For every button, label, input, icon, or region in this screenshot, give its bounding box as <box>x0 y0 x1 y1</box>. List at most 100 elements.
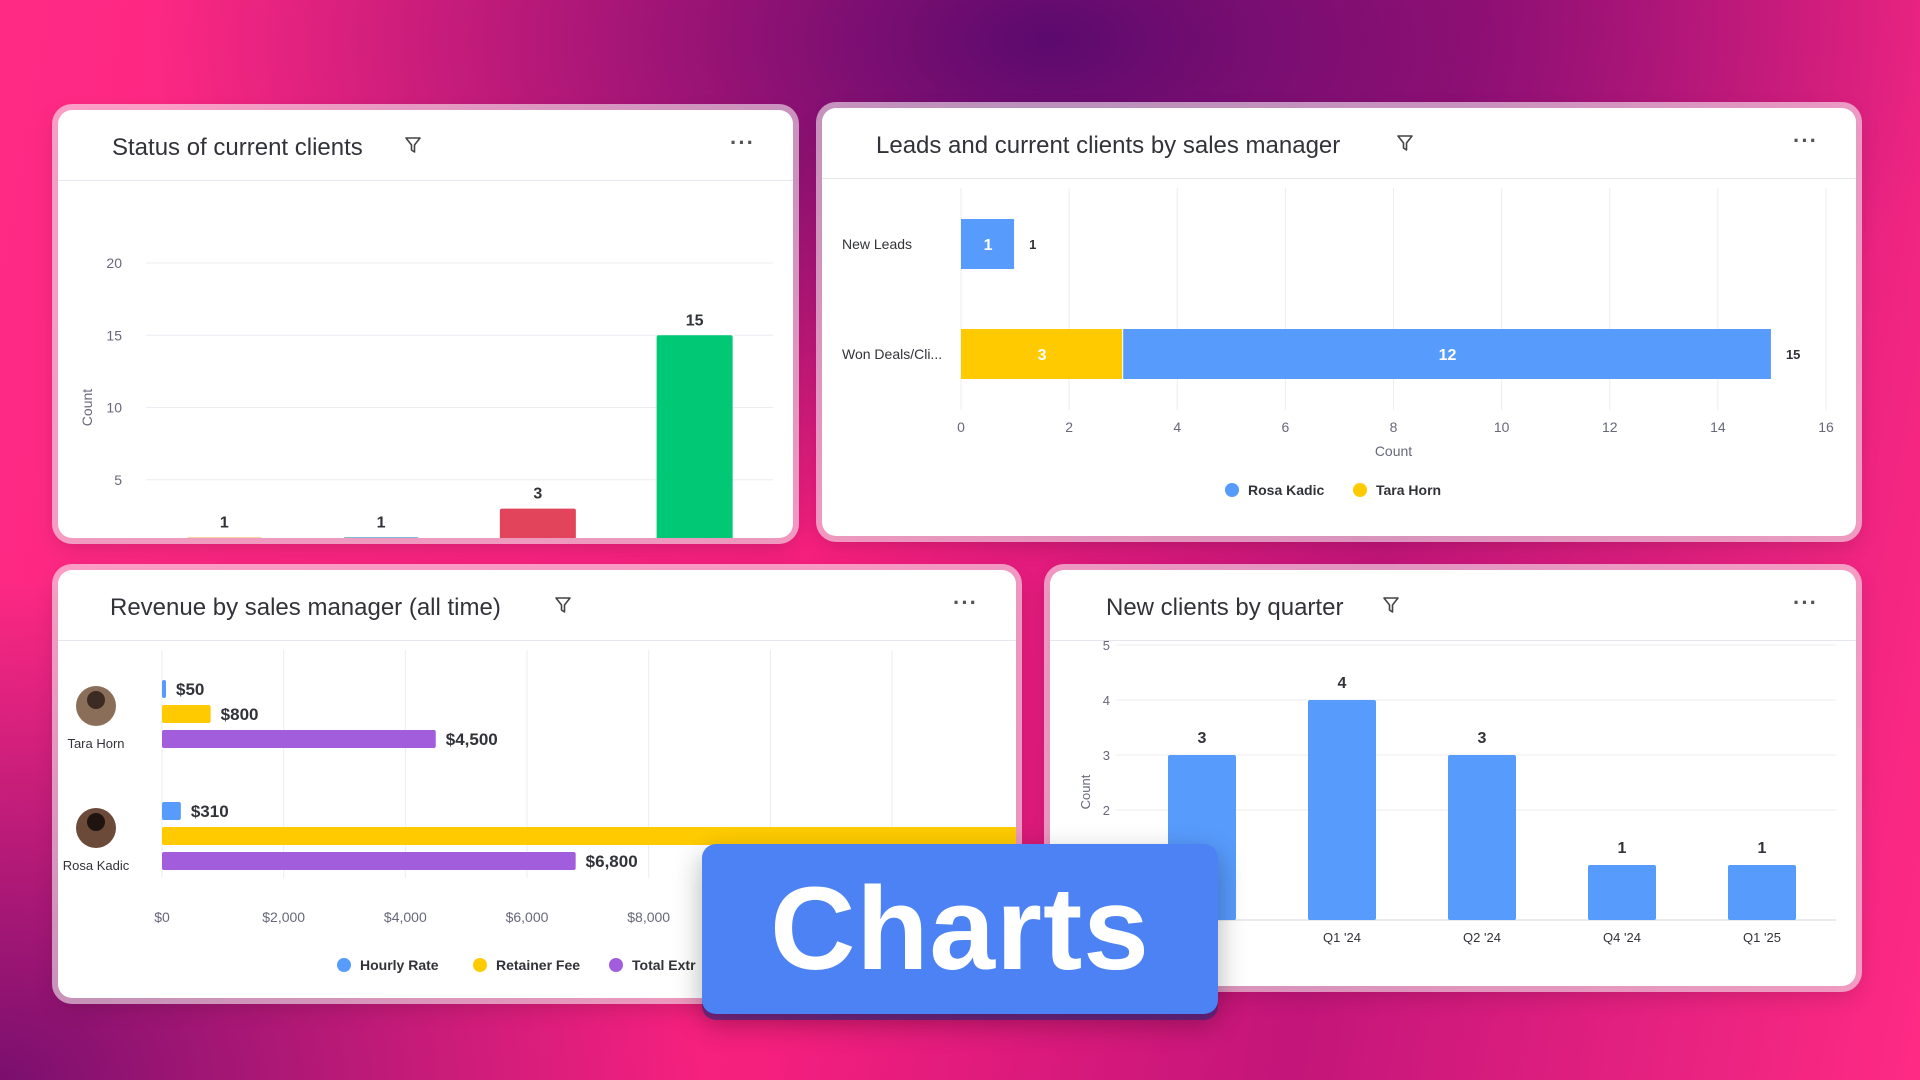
y-tick-label: 2 <box>1103 803 1110 818</box>
charts-overlay-banner: Charts <box>702 844 1218 1014</box>
data-label: 15 <box>686 312 704 329</box>
x-tick-label: 0 <box>957 419 965 435</box>
bar <box>162 827 1016 845</box>
card-status-of-current-clients: Status of current clients ··· 05101520Co… <box>58 110 793 538</box>
x-tick-label: Q1 '24 <box>1323 930 1361 945</box>
y-tick-label: 15 <box>106 327 122 343</box>
legend-swatch <box>473 958 487 972</box>
bar <box>162 852 576 870</box>
x-tick-label: 10 <box>1494 419 1510 435</box>
total-label: 1 <box>1029 237 1036 252</box>
filter-icon[interactable] <box>554 596 572 614</box>
legend-swatch <box>609 958 623 972</box>
legend-swatch <box>1225 483 1239 497</box>
x-tick-label: Q4 '24 <box>1603 930 1641 945</box>
x-tick-label: $2,000 <box>262 909 305 925</box>
bar-segment <box>1123 329 1771 379</box>
avatar-face <box>87 813 105 831</box>
revenue-grouped-bar-chart: $0$2,000$4,000$6,000$8,000$10,000$12,000… <box>63 650 1016 973</box>
x-tick-label: 16 <box>1818 419 1834 435</box>
data-label: $800 <box>221 705 259 724</box>
y-axis-label: Count <box>1078 774 1093 809</box>
x-tick-label: $6,000 <box>506 909 549 925</box>
filter-icon[interactable] <box>1382 596 1400 614</box>
bar <box>1308 700 1376 920</box>
more-options-icon[interactable]: ··· <box>1793 590 1818 615</box>
segment-label: 12 <box>1439 347 1457 364</box>
y-tick-label: 3 <box>1103 748 1110 763</box>
status-bar-chart: 05101520Count1Working on it 🙇1New Letter… <box>79 255 773 538</box>
data-label: 3 <box>1478 730 1487 747</box>
segment-label: 3 <box>1038 347 1047 364</box>
more-options-icon[interactable]: ··· <box>1793 128 1818 153</box>
manager-name: Tara Horn <box>67 736 124 751</box>
data-label: 3 <box>1198 730 1207 747</box>
x-tick-label: $0 <box>154 909 170 925</box>
y-tick-label: 5 <box>114 472 122 488</box>
more-options-icon[interactable]: ··· <box>730 130 755 155</box>
overlay-text: Charts <box>770 863 1150 995</box>
y-category-label: New Leads <box>842 236 912 252</box>
chart-title: New clients by quarter <box>1106 594 1344 621</box>
data-label: $4,500 <box>446 730 498 749</box>
legend-swatch <box>337 958 351 972</box>
x-tick-label: 12 <box>1602 419 1618 435</box>
filter-icon[interactable] <box>404 136 422 154</box>
y-tick-label: 20 <box>106 255 122 271</box>
data-label: 1 <box>377 515 386 532</box>
manager-name: Rosa Kadic <box>63 858 130 873</box>
y-tick-label: 4 <box>1103 693 1110 708</box>
legend-label: Retainer Fee <box>496 957 580 973</box>
bar <box>1728 865 1796 920</box>
card-header: Leads and current clients by sales manag… <box>822 108 1856 179</box>
bar <box>162 802 181 820</box>
card-header: New clients by quarter ··· <box>1050 570 1856 641</box>
bar <box>656 335 733 538</box>
chart-title: Revenue by sales manager (all time) <box>110 594 501 621</box>
x-tick-label: $4,000 <box>384 909 427 925</box>
y-tick-label: 5 <box>1103 640 1110 653</box>
legend-label: Tara Horn <box>1376 482 1441 498</box>
bar <box>1448 755 1516 920</box>
x-axis-label: Count <box>1375 443 1412 459</box>
x-tick-label: Q1 '25 <box>1743 930 1781 945</box>
data-label: $310 <box>191 802 229 821</box>
chart-title: Status of current clients <box>112 134 363 161</box>
legend-label: Rosa Kadic <box>1248 482 1324 498</box>
data-label: 4 <box>1338 675 1347 692</box>
x-tick-label: 2 <box>1065 419 1073 435</box>
card-leads-by-sales-manager: Leads and current clients by sales manag… <box>822 108 1856 536</box>
card-header: Revenue by sales manager (all time) ··· <box>58 570 1016 641</box>
bar <box>162 705 211 723</box>
bar <box>162 730 436 748</box>
data-label: 1 <box>1758 840 1767 857</box>
bar-segment <box>961 329 1123 379</box>
data-label: $6,800 <box>586 852 638 871</box>
leads-stacked-bar-chart: 0 2 4 6 8 10 12 14 16 Count New Leads 1 1 Won Deals/C… <box>842 188 1834 498</box>
legend-swatch <box>1353 483 1367 497</box>
y-tick-label: 10 <box>106 400 122 416</box>
x-tick-label: 8 <box>1390 419 1398 435</box>
bar <box>499 508 576 538</box>
legend-label: Hourly Rate <box>360 957 439 973</box>
data-label: 1 <box>1618 840 1627 857</box>
y-category-label: Won Deals/Cli... <box>842 346 942 362</box>
bar <box>162 680 166 698</box>
avatar-face <box>87 691 105 709</box>
x-tick-label: 6 <box>1281 419 1289 435</box>
segment-label: 1 <box>984 237 993 254</box>
x-tick-label: Q2 '24 <box>1463 930 1501 945</box>
filter-icon[interactable] <box>1396 134 1414 152</box>
x-tick-label: $8,000 <box>627 909 670 925</box>
bar <box>1588 865 1656 920</box>
chart-title: Leads and current clients by sales manag… <box>876 132 1341 159</box>
bar-segment <box>961 219 1015 269</box>
x-tick-label: 4 <box>1173 419 1181 435</box>
data-label: $50 <box>176 680 204 699</box>
more-options-icon[interactable]: ··· <box>953 590 978 615</box>
y-axis-label: Count <box>79 389 95 426</box>
quarterly-bar-chart: 2 3 4 5 Count 3 4 Q1 '24 3 Q2 '24 1 Q4 '24 1 Q1 '25 <box>1078 640 1836 945</box>
x-tick-label: 14 <box>1710 419 1726 435</box>
card-header: Status of current clients ··· <box>58 110 793 181</box>
data-label: 1 <box>220 515 229 532</box>
